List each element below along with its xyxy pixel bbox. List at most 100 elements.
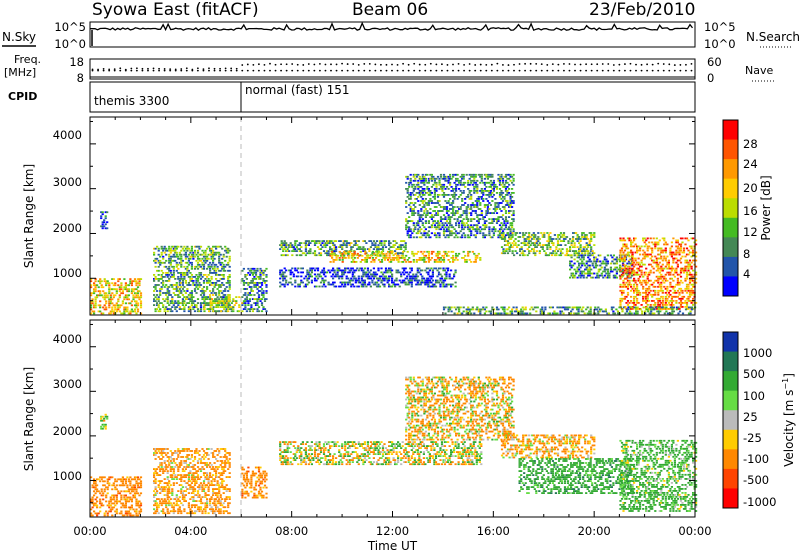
heat-cell bbox=[479, 259, 481, 261]
heat-cell bbox=[662, 270, 664, 272]
heat-cell bbox=[320, 282, 322, 284]
heat-cell bbox=[511, 206, 513, 208]
nave-point bbox=[103, 68, 105, 70]
heat-cell bbox=[636, 284, 638, 286]
heat-cell bbox=[374, 284, 376, 286]
heat-cell bbox=[508, 188, 510, 190]
heat-cell bbox=[153, 304, 155, 306]
heat-cell bbox=[131, 284, 133, 286]
heat-cell bbox=[377, 280, 379, 282]
heat-cell bbox=[198, 258, 200, 260]
heat-cell bbox=[197, 298, 199, 300]
heat-cell bbox=[359, 246, 361, 248]
heat-cell bbox=[103, 221, 105, 223]
freq-point bbox=[574, 70, 576, 72]
heat-cell bbox=[444, 188, 446, 190]
freq-point bbox=[208, 70, 210, 72]
heat-cell bbox=[428, 202, 430, 204]
heat-cell bbox=[470, 234, 472, 236]
heat-cell bbox=[625, 296, 627, 298]
heat-cell bbox=[366, 259, 368, 261]
heat-cell bbox=[461, 220, 463, 222]
heat-cell bbox=[373, 278, 375, 280]
heat-cell bbox=[584, 265, 586, 267]
heat-cell bbox=[605, 265, 607, 267]
heat-cell bbox=[419, 218, 421, 220]
heat-cell bbox=[247, 272, 249, 274]
nave-point bbox=[452, 64, 454, 66]
heat-cell bbox=[581, 234, 583, 236]
nave-point bbox=[663, 63, 665, 65]
heat-cell bbox=[108, 292, 110, 294]
heat-cell bbox=[476, 216, 478, 218]
heat-cell bbox=[555, 238, 557, 240]
freq-point bbox=[225, 70, 227, 72]
heat-cell bbox=[513, 230, 515, 232]
heat-cell bbox=[548, 244, 550, 246]
heat-cell bbox=[413, 236, 415, 238]
heat-cell bbox=[463, 232, 465, 234]
beam-title: Beam 06 bbox=[352, 0, 428, 20]
heat-cell bbox=[138, 298, 140, 300]
heat-cell bbox=[593, 244, 595, 246]
heat-cell bbox=[516, 246, 518, 248]
freq-point bbox=[668, 70, 670, 72]
heat-cell bbox=[639, 254, 641, 256]
heat-cell bbox=[622, 254, 624, 256]
heat-cell bbox=[513, 178, 515, 180]
nave-point bbox=[269, 63, 271, 65]
heat-cell bbox=[488, 196, 490, 198]
heat-cell bbox=[493, 220, 495, 222]
heat-cell bbox=[616, 261, 618, 263]
heat-cell bbox=[192, 302, 194, 304]
heat-cell bbox=[472, 184, 474, 186]
heat-cell bbox=[657, 292, 659, 294]
heat-cell bbox=[227, 278, 229, 280]
heat-cell bbox=[578, 257, 580, 259]
heat-cell bbox=[524, 250, 526, 252]
cpid-label: CPID bbox=[8, 90, 37, 103]
heat-cell bbox=[344, 270, 346, 272]
nave-point bbox=[657, 63, 659, 65]
heat-cell bbox=[476, 224, 478, 226]
heat-cell bbox=[308, 244, 310, 246]
nave-point bbox=[646, 63, 648, 65]
heat-cell bbox=[182, 298, 184, 300]
heat-cell bbox=[264, 308, 266, 310]
heat-cell bbox=[496, 186, 498, 188]
heat-cell bbox=[461, 198, 463, 200]
heat-cell bbox=[488, 182, 490, 184]
freq-point bbox=[557, 70, 559, 72]
heat-cell bbox=[435, 190, 437, 192]
heat-cell bbox=[639, 276, 641, 278]
heat-cell bbox=[261, 310, 263, 312]
heat-cell bbox=[669, 248, 671, 250]
heat-cell bbox=[224, 266, 226, 268]
heat-cell bbox=[258, 294, 260, 296]
heat-cell bbox=[192, 280, 194, 282]
heat-cell bbox=[294, 286, 296, 288]
heat-cell bbox=[510, 204, 512, 206]
heat-cell bbox=[519, 232, 521, 234]
heat-cell bbox=[180, 290, 182, 292]
heat-cell bbox=[460, 182, 462, 184]
heat-cell bbox=[341, 284, 343, 286]
heat-cell bbox=[441, 188, 443, 190]
heat-cell bbox=[572, 240, 574, 242]
heat-cell bbox=[105, 307, 107, 309]
heat-cell bbox=[208, 246, 210, 248]
heat-cell bbox=[666, 304, 668, 306]
heat-cell bbox=[135, 288, 137, 290]
heat-cell bbox=[215, 272, 217, 274]
heat-cell bbox=[479, 182, 481, 184]
heat-cell bbox=[419, 226, 421, 228]
heat-cell bbox=[171, 286, 173, 288]
heat-cell bbox=[473, 192, 475, 194]
heat-cell bbox=[138, 282, 140, 284]
heat-cell bbox=[675, 270, 677, 272]
heat-cell bbox=[135, 300, 137, 302]
heat-cell bbox=[177, 304, 179, 306]
heat-cell bbox=[159, 256, 161, 258]
heat-cell bbox=[619, 256, 621, 258]
heat-cell bbox=[662, 260, 664, 262]
